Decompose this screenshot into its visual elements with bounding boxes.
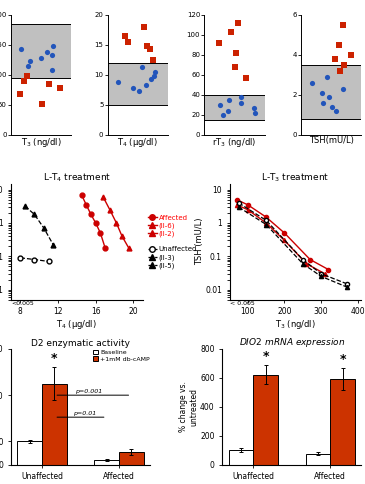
- Bar: [11, 24, 72, 77]
- Point: [57, 84, 63, 91]
- Point: [148, 76, 154, 83]
- Point: [144, 42, 150, 50]
- Bar: [330, 379, 355, 465]
- Bar: [228, 450, 253, 465]
- Legend: Baseline, +1mM db-cAMP: Baseline, +1mM db-cAMP: [93, 349, 150, 362]
- Point: [49, 66, 55, 74]
- Point: [319, 89, 325, 96]
- Title: $DIO2$ mRNA expression: $DIO2$ mRNA expression: [239, 336, 345, 349]
- X-axis label: T$_3$ (ng/dl): T$_3$ (ng/dl): [21, 136, 62, 149]
- Legend: Affected, (II-6), (II-2), , Unaffected, (II-3), (II-5): Affected, (II-6), (II-2), , Unaffected, …: [148, 214, 197, 269]
- Bar: [17, 441, 42, 465]
- Point: [252, 109, 258, 117]
- Point: [18, 45, 24, 53]
- Point: [50, 42, 55, 50]
- Title: D2 enzymatic activity: D2 enzymatic activity: [31, 339, 130, 348]
- X-axis label: T$_3$ (ng/dl): T$_3$ (ng/dl): [275, 318, 316, 331]
- Point: [251, 104, 257, 111]
- Point: [310, 79, 315, 87]
- Bar: [204, 94, 265, 120]
- Point: [46, 80, 52, 88]
- Point: [324, 73, 330, 80]
- Point: [150, 56, 155, 63]
- Text: p=0.001: p=0.001: [74, 389, 102, 394]
- Point: [44, 48, 50, 56]
- Text: < 0.005: < 0.005: [230, 301, 254, 306]
- Point: [39, 100, 45, 108]
- Point: [334, 106, 339, 114]
- Point: [21, 76, 27, 84]
- Point: [136, 88, 142, 95]
- Point: [337, 67, 343, 75]
- Point: [329, 103, 335, 110]
- Point: [38, 54, 44, 61]
- Point: [235, 19, 241, 27]
- Point: [333, 55, 338, 62]
- Text: *: *: [51, 351, 58, 364]
- Point: [125, 38, 131, 45]
- Point: [341, 85, 346, 92]
- Point: [320, 99, 326, 106]
- Text: p=0.01: p=0.01: [73, 411, 96, 416]
- Point: [225, 106, 231, 114]
- Point: [326, 93, 332, 101]
- Point: [143, 81, 149, 89]
- Bar: [253, 375, 278, 465]
- Title: L-T$_3$ treatment: L-T$_3$ treatment: [261, 171, 330, 184]
- Point: [147, 45, 153, 53]
- Bar: [301, 64, 361, 119]
- Point: [49, 51, 55, 59]
- Bar: [108, 62, 168, 105]
- X-axis label: T$_4$ (μg/dl): T$_4$ (μg/dl): [57, 318, 97, 331]
- Point: [238, 93, 243, 101]
- Point: [142, 23, 147, 30]
- Bar: [119, 452, 144, 465]
- X-axis label: TSH(mU/L): TSH(mU/L): [309, 136, 354, 145]
- Point: [151, 72, 157, 80]
- Point: [217, 101, 223, 108]
- X-axis label: rT$_3$ (ng/dl): rT$_3$ (ng/dl): [212, 136, 257, 149]
- Point: [122, 31, 128, 39]
- Point: [152, 68, 158, 76]
- Y-axis label: TSH (mU/L): TSH (mU/L): [195, 218, 204, 266]
- Point: [17, 91, 23, 98]
- Point: [342, 60, 347, 68]
- Point: [24, 73, 30, 80]
- Bar: [42, 384, 66, 465]
- X-axis label: T$_4$ (μg/dl): T$_4$ (μg/dl): [118, 136, 158, 149]
- Point: [115, 78, 121, 86]
- Point: [139, 63, 145, 71]
- Point: [220, 111, 226, 119]
- Point: [130, 84, 136, 91]
- Point: [234, 49, 239, 57]
- Point: [227, 96, 233, 104]
- Point: [233, 63, 238, 71]
- Point: [238, 99, 244, 106]
- Text: <0.005: <0.005: [11, 301, 34, 306]
- Point: [26, 61, 31, 69]
- Point: [243, 74, 249, 81]
- Point: [216, 39, 222, 46]
- Bar: [94, 460, 119, 465]
- Point: [349, 51, 354, 59]
- Point: [27, 58, 32, 65]
- Text: *: *: [339, 353, 346, 366]
- Point: [228, 28, 234, 35]
- Point: [340, 21, 346, 29]
- Y-axis label: % change vs.
untreated: % change vs. untreated: [179, 381, 199, 432]
- Text: *: *: [262, 350, 269, 363]
- Title: L-T$_4$ treatment: L-T$_4$ treatment: [43, 171, 111, 184]
- Bar: [306, 454, 330, 465]
- Point: [336, 41, 342, 48]
